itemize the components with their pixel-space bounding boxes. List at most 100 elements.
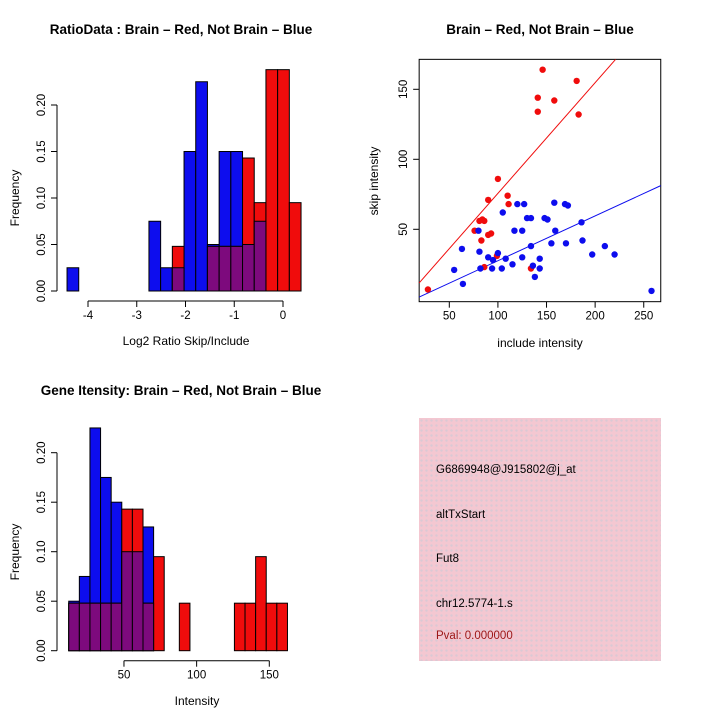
scatter-point-blue <box>589 251 596 258</box>
hist-bar-overlap <box>242 244 255 292</box>
hist-bar-overlap <box>121 551 133 652</box>
scatter-point-blue <box>498 265 505 272</box>
scatter-point-red <box>505 200 512 208</box>
y-axis-tick-label: 0.00 <box>36 280 48 302</box>
scatter-point-red <box>484 196 492 204</box>
scatter-point-blue <box>476 248 483 255</box>
hist-bar-blue <box>183 151 197 292</box>
hist-bar-red <box>178 602 191 652</box>
hist-bar-overlap <box>131 551 144 652</box>
scatter-point-blue <box>488 265 496 272</box>
y-axis-tick-label: 0.00 <box>36 640 48 662</box>
scatter-point-blue <box>494 249 502 257</box>
scatter-point-blue <box>562 240 570 247</box>
y-axis-tick-label: 150 <box>398 80 410 99</box>
scatter-title: Brain – Red, Not Brain – Blue <box>446 22 634 37</box>
hist-bar-overlap <box>78 602 91 652</box>
scatter-point-red <box>504 192 511 199</box>
x-axis-tick-label: -4 <box>83 310 94 322</box>
scatter-point-blue <box>564 202 572 209</box>
locus-text: chr12.5774-1.s <box>436 598 513 610</box>
scatter-point-red <box>539 66 546 73</box>
x-axis-tick-label: 0 <box>280 310 286 322</box>
hist-bar-blue <box>66 267 80 292</box>
scatter-point-blue <box>511 227 518 234</box>
probe-id-text: G6869948@J915802@j_at <box>436 464 576 476</box>
y-axis-tick-label: 0.10 <box>36 187 48 209</box>
hist-bar-overlap <box>230 245 244 292</box>
scatter-point-blue <box>514 200 521 208</box>
scatter-point-blue <box>489 256 497 264</box>
scatter-point-red <box>424 286 432 293</box>
x-axis-tick-label: 150 <box>260 670 279 682</box>
y-axis-tick-label: 50 <box>398 223 410 236</box>
scatter-point-blue <box>544 216 551 223</box>
ratio-histogram-plot: 0.00 0.05 0.10 0.15 0.20 -4 -3 -2 -1 0 <box>36 69 302 322</box>
gene-name-text: Fut8 <box>436 553 460 565</box>
hist-bar-red <box>153 556 165 652</box>
hist-bar-red <box>255 556 267 652</box>
hist-bar-red <box>288 202 302 292</box>
scatter-point-blue <box>509 261 516 268</box>
scatter-point-blue <box>484 254 492 261</box>
hist-bar-overlap <box>218 245 232 292</box>
scatter-point-blue <box>520 200 528 208</box>
x-axis-tick-label: -1 <box>229 310 239 322</box>
scatter-point-blue <box>552 227 559 234</box>
scatter-point-blue <box>529 262 537 269</box>
x-axis-tick-label: 50 <box>443 311 456 323</box>
hist-bar-red <box>244 602 257 652</box>
gene-hist-xlabel: Intensity <box>174 694 220 708</box>
x-axis-tick-label: 150 <box>537 311 556 323</box>
scatter-point-blue <box>601 242 609 250</box>
gene-info-box: G6869948@J915802@j_at altTxStart Fut8 ch… <box>419 418 661 661</box>
scatter-point-blue <box>611 251 618 258</box>
y-axis-tick-label: 100 <box>398 150 410 169</box>
y-axis-tick-label: 0.15 <box>36 140 48 162</box>
x-axis-tick-label: 100 <box>488 311 507 323</box>
y-axis-tick-label: 0.20 <box>36 442 48 464</box>
scatter-point-blue <box>551 199 558 206</box>
x-axis-tick-label: 50 <box>118 670 131 682</box>
x-axis-tick-label: -3 <box>132 310 142 322</box>
gene-intensity-histogram-plot: 0.00 0.05 0.10 0.15 0.20 50 100 150 <box>36 427 288 682</box>
scatter-point-blue <box>459 280 467 288</box>
scatter-point-red <box>534 108 541 115</box>
scatter-point-red <box>575 111 582 118</box>
scatter-point-blue <box>536 255 543 262</box>
scatter-point-blue <box>502 255 509 262</box>
hist-bar-overlap <box>89 602 102 652</box>
scatter-point-blue <box>519 254 526 261</box>
y-axis-tick-label: 0.15 <box>36 491 48 513</box>
hist-bar-overlap <box>110 602 123 652</box>
pval-text: Pval: 0.000000 <box>436 630 513 642</box>
scatter-point-blue <box>499 209 506 216</box>
hist-bar-red <box>265 69 279 292</box>
scatter-point-red <box>481 217 488 225</box>
event-type-text: altTxStart <box>436 509 486 521</box>
hist-bar-overlap <box>206 245 220 292</box>
x-axis-tick-label: 100 <box>187 670 206 682</box>
scatter-point-red <box>478 237 485 244</box>
scatter-point-red <box>534 94 541 101</box>
hist-bar-blue <box>195 81 208 292</box>
scatter-point-red <box>494 175 502 183</box>
scatter-point-blue <box>531 273 539 281</box>
y-axis-tick-label: 0.05 <box>36 590 48 612</box>
fit-line-blue <box>418 185 661 298</box>
plot-box <box>418 58 662 303</box>
scatter-point-blue <box>458 245 466 253</box>
hist-bar-blue <box>160 267 173 292</box>
scatter-point-blue <box>527 242 535 250</box>
scatter-point-blue <box>475 227 482 234</box>
scatter-point-blue <box>536 265 543 272</box>
hist-bar-overlap <box>253 220 267 292</box>
y-axis-tick-label: 0.10 <box>36 541 48 563</box>
y-axis-tick-label: 0.05 <box>36 233 48 255</box>
hist-bar-blue <box>148 220 162 292</box>
hist-bar-overlap <box>100 602 112 652</box>
scatter-point-blue <box>477 265 484 272</box>
ratio-hist-title: RatioData : Brain – Red, Not Brain – Blu… <box>49 22 313 37</box>
hist-bar-overlap <box>171 267 185 292</box>
x-axis-tick-label: 250 <box>634 311 653 323</box>
